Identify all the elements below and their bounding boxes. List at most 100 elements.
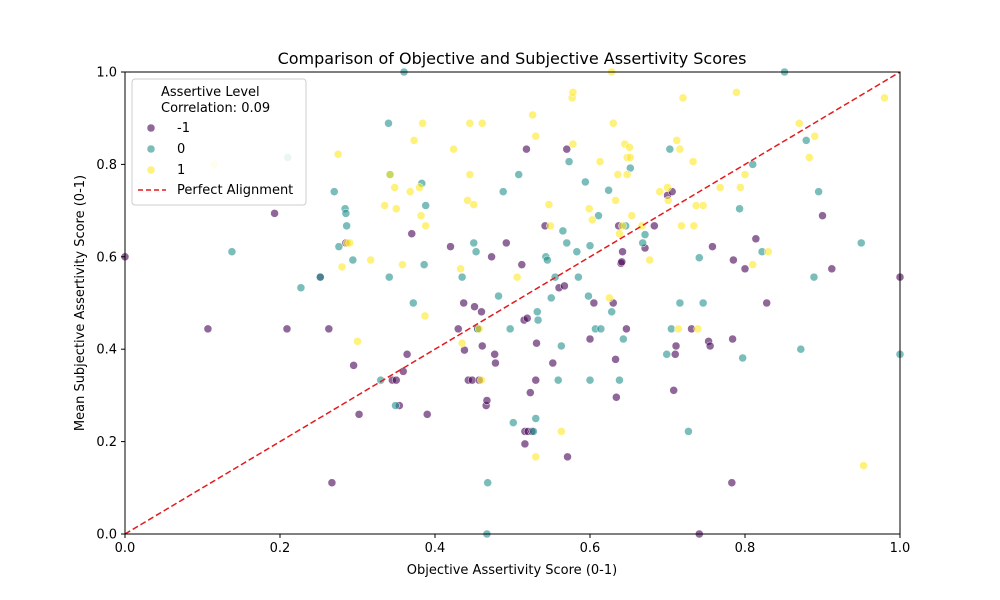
data-point — [456, 264, 465, 274]
data-point — [665, 144, 675, 154]
data-point — [672, 136, 682, 145]
data-point — [688, 157, 698, 166]
data-point — [502, 238, 511, 248]
data-point — [543, 255, 552, 265]
data-point — [627, 211, 637, 220]
data-point — [574, 272, 583, 282]
legend-marker-0 — [146, 144, 156, 154]
data-point — [544, 200, 554, 209]
data-point — [418, 119, 427, 128]
data-point — [640, 230, 650, 239]
data-point — [477, 307, 486, 317]
data-point — [594, 211, 603, 220]
data-point — [349, 361, 358, 370]
data-point — [605, 293, 614, 303]
data-point — [474, 324, 484, 334]
data-point — [512, 272, 522, 282]
data-points — [120, 67, 905, 539]
data-point — [482, 396, 492, 405]
legend-label-1: 1 — [177, 163, 185, 178]
data-point — [751, 234, 761, 244]
data-point — [568, 88, 578, 97]
data-point — [469, 238, 478, 248]
x-axis-label: Objective Assertivity Score (0-1) — [407, 563, 617, 578]
data-point — [572, 247, 582, 256]
data-point — [415, 183, 424, 192]
data-point — [558, 226, 568, 236]
data-point — [465, 119, 475, 128]
y-tick-label: 0.2 — [96, 435, 117, 450]
legend-title: Assertive Level — [161, 85, 260, 100]
data-point — [409, 136, 419, 145]
data-point — [698, 201, 708, 210]
data-point — [662, 350, 671, 359]
legend-label-perfect-alignment: Perfect Alignment — [177, 183, 293, 198]
data-point — [615, 375, 624, 385]
data-point — [532, 338, 541, 348]
data-point — [345, 238, 354, 248]
data-point — [348, 255, 358, 265]
data-point — [585, 375, 595, 385]
data-point — [423, 410, 432, 419]
data-point — [330, 187, 339, 196]
legend-box — [131, 78, 307, 206]
data-point — [324, 324, 334, 334]
data-point — [645, 255, 654, 265]
data-point — [391, 401, 400, 410]
data-point — [698, 298, 708, 308]
data-point — [505, 324, 515, 334]
legend-marker-neg1 — [146, 123, 156, 133]
data-point — [517, 260, 527, 269]
data-point — [547, 293, 556, 303]
data-point — [689, 221, 699, 231]
data-point — [857, 238, 866, 248]
data-point — [795, 119, 804, 128]
x-tick-label: 0.4 — [425, 541, 446, 556]
data-point — [618, 247, 627, 256]
data-point — [531, 131, 540, 141]
data-point — [419, 260, 429, 269]
data-point — [729, 255, 738, 265]
data-point — [327, 478, 337, 487]
data-point — [522, 144, 531, 154]
data-point — [684, 427, 693, 436]
data-point — [316, 272, 325, 282]
x-tick-label: 0.2 — [270, 541, 291, 556]
data-point — [483, 478, 492, 487]
y-tick-label: 0.0 — [96, 528, 117, 543]
data-point — [282, 324, 292, 334]
data-point — [353, 337, 362, 346]
data-point — [588, 215, 597, 225]
data-point — [669, 386, 678, 395]
data-point — [380, 201, 389, 210]
data-point — [740, 170, 750, 179]
x-tick-label: 1.0 — [890, 541, 911, 556]
data-point — [732, 88, 741, 97]
data-point — [366, 255, 375, 265]
data-point — [531, 452, 540, 462]
data-point — [522, 313, 532, 323]
data-point — [494, 291, 503, 301]
legend-label-0: 0 — [177, 142, 185, 157]
data-point — [615, 229, 624, 238]
data-point — [764, 247, 773, 256]
data-point — [604, 186, 613, 195]
data-point — [626, 153, 635, 162]
data-point — [385, 272, 394, 282]
data-point — [392, 375, 401, 385]
data-point — [748, 260, 757, 269]
data-point — [619, 334, 628, 344]
perfect-alignment-line — [124, 71, 901, 535]
data-point — [584, 291, 593, 301]
data-point — [814, 187, 823, 196]
data-point — [564, 157, 574, 166]
data-point — [487, 252, 496, 262]
data-point — [465, 170, 475, 179]
data-point — [728, 334, 737, 344]
data-point — [398, 260, 407, 269]
data-point — [470, 302, 479, 311]
y-tick-label: 0.6 — [96, 250, 117, 265]
data-point — [562, 238, 571, 248]
data-point — [533, 315, 543, 325]
